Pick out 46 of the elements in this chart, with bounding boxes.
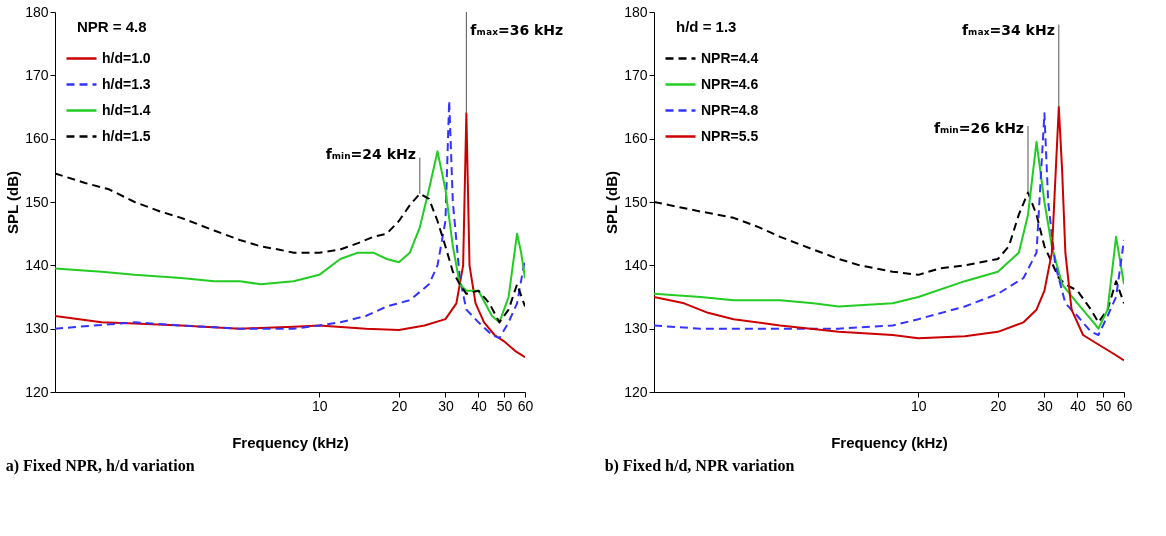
x-tick-label: 20 [990, 397, 1007, 414]
y-tick-label: 120 [25, 383, 49, 400]
legend-label: h/d=1.0 [102, 49, 151, 66]
legend-label: h/d=1.4 [102, 101, 151, 118]
y-tick-label: 180 [25, 3, 49, 20]
y-tick-label: 150 [25, 193, 49, 210]
text: b) Fixed h/d, NPR variation [604, 457, 795, 475]
y-tick-label: 140 [25, 256, 49, 273]
x-axis-title: Frequency (kHz) [831, 433, 948, 451]
y-tick-label: 160 [624, 130, 648, 147]
y-tick-label: 130 [624, 320, 648, 337]
x-tick-label: 30 [1037, 397, 1053, 414]
annotation: fₘₐₓ=34 kHz [961, 22, 1055, 38]
x-tick-label: 10 [911, 397, 927, 414]
x-tick-label: 60 [1116, 397, 1133, 414]
x-tick-label: 40 [471, 397, 487, 414]
y-tick-label: 170 [624, 66, 648, 83]
y-tick-label: 180 [624, 3, 648, 20]
x-tick-label: 10 [312, 397, 328, 414]
x-tick-label: 40 [1070, 397, 1086, 414]
annotation: fₘₐₓ=36 kHz [470, 22, 564, 38]
x-tick-label: 50 [1095, 397, 1112, 414]
y-tick-label: 130 [25, 320, 49, 337]
annotation: h/d = 1.3 [676, 18, 737, 35]
x-tick-label: 20 [391, 397, 408, 414]
annotation: NPR = 4.8 [77, 18, 147, 35]
y-tick-label: 120 [624, 383, 648, 400]
y-tick-label: 160 [25, 130, 49, 147]
text: a) Fixed NPR, h/d variation [5, 457, 195, 475]
y-tick-label: 140 [624, 256, 648, 273]
legend-label: NPR=4.4 [701, 49, 759, 66]
x-tick-label: 50 [496, 397, 513, 414]
x-tick-label: 30 [438, 397, 454, 414]
annotation: fₘᵢₙ=24 kHz [325, 145, 416, 162]
legend-label: h/d=1.3 [102, 75, 151, 92]
y-tick-label: 150 [624, 193, 648, 210]
y-axis-title: SPL (dB) [4, 170, 22, 235]
annotation: fₘᵢₙ=26 kHz [933, 120, 1025, 137]
legend-label: NPR=4.6 [701, 75, 759, 92]
x-axis-title: Frequency (kHz) [232, 433, 349, 451]
legend-label: NPR=4.8 [701, 101, 759, 118]
legend-label: NPR=5.5 [701, 127, 759, 144]
legend-label: h/d=1.5 [102, 127, 151, 144]
y-axis-title: SPL (dB) [603, 170, 621, 235]
x-tick-label: 60 [517, 397, 534, 414]
y-tick-label: 170 [25, 66, 49, 83]
